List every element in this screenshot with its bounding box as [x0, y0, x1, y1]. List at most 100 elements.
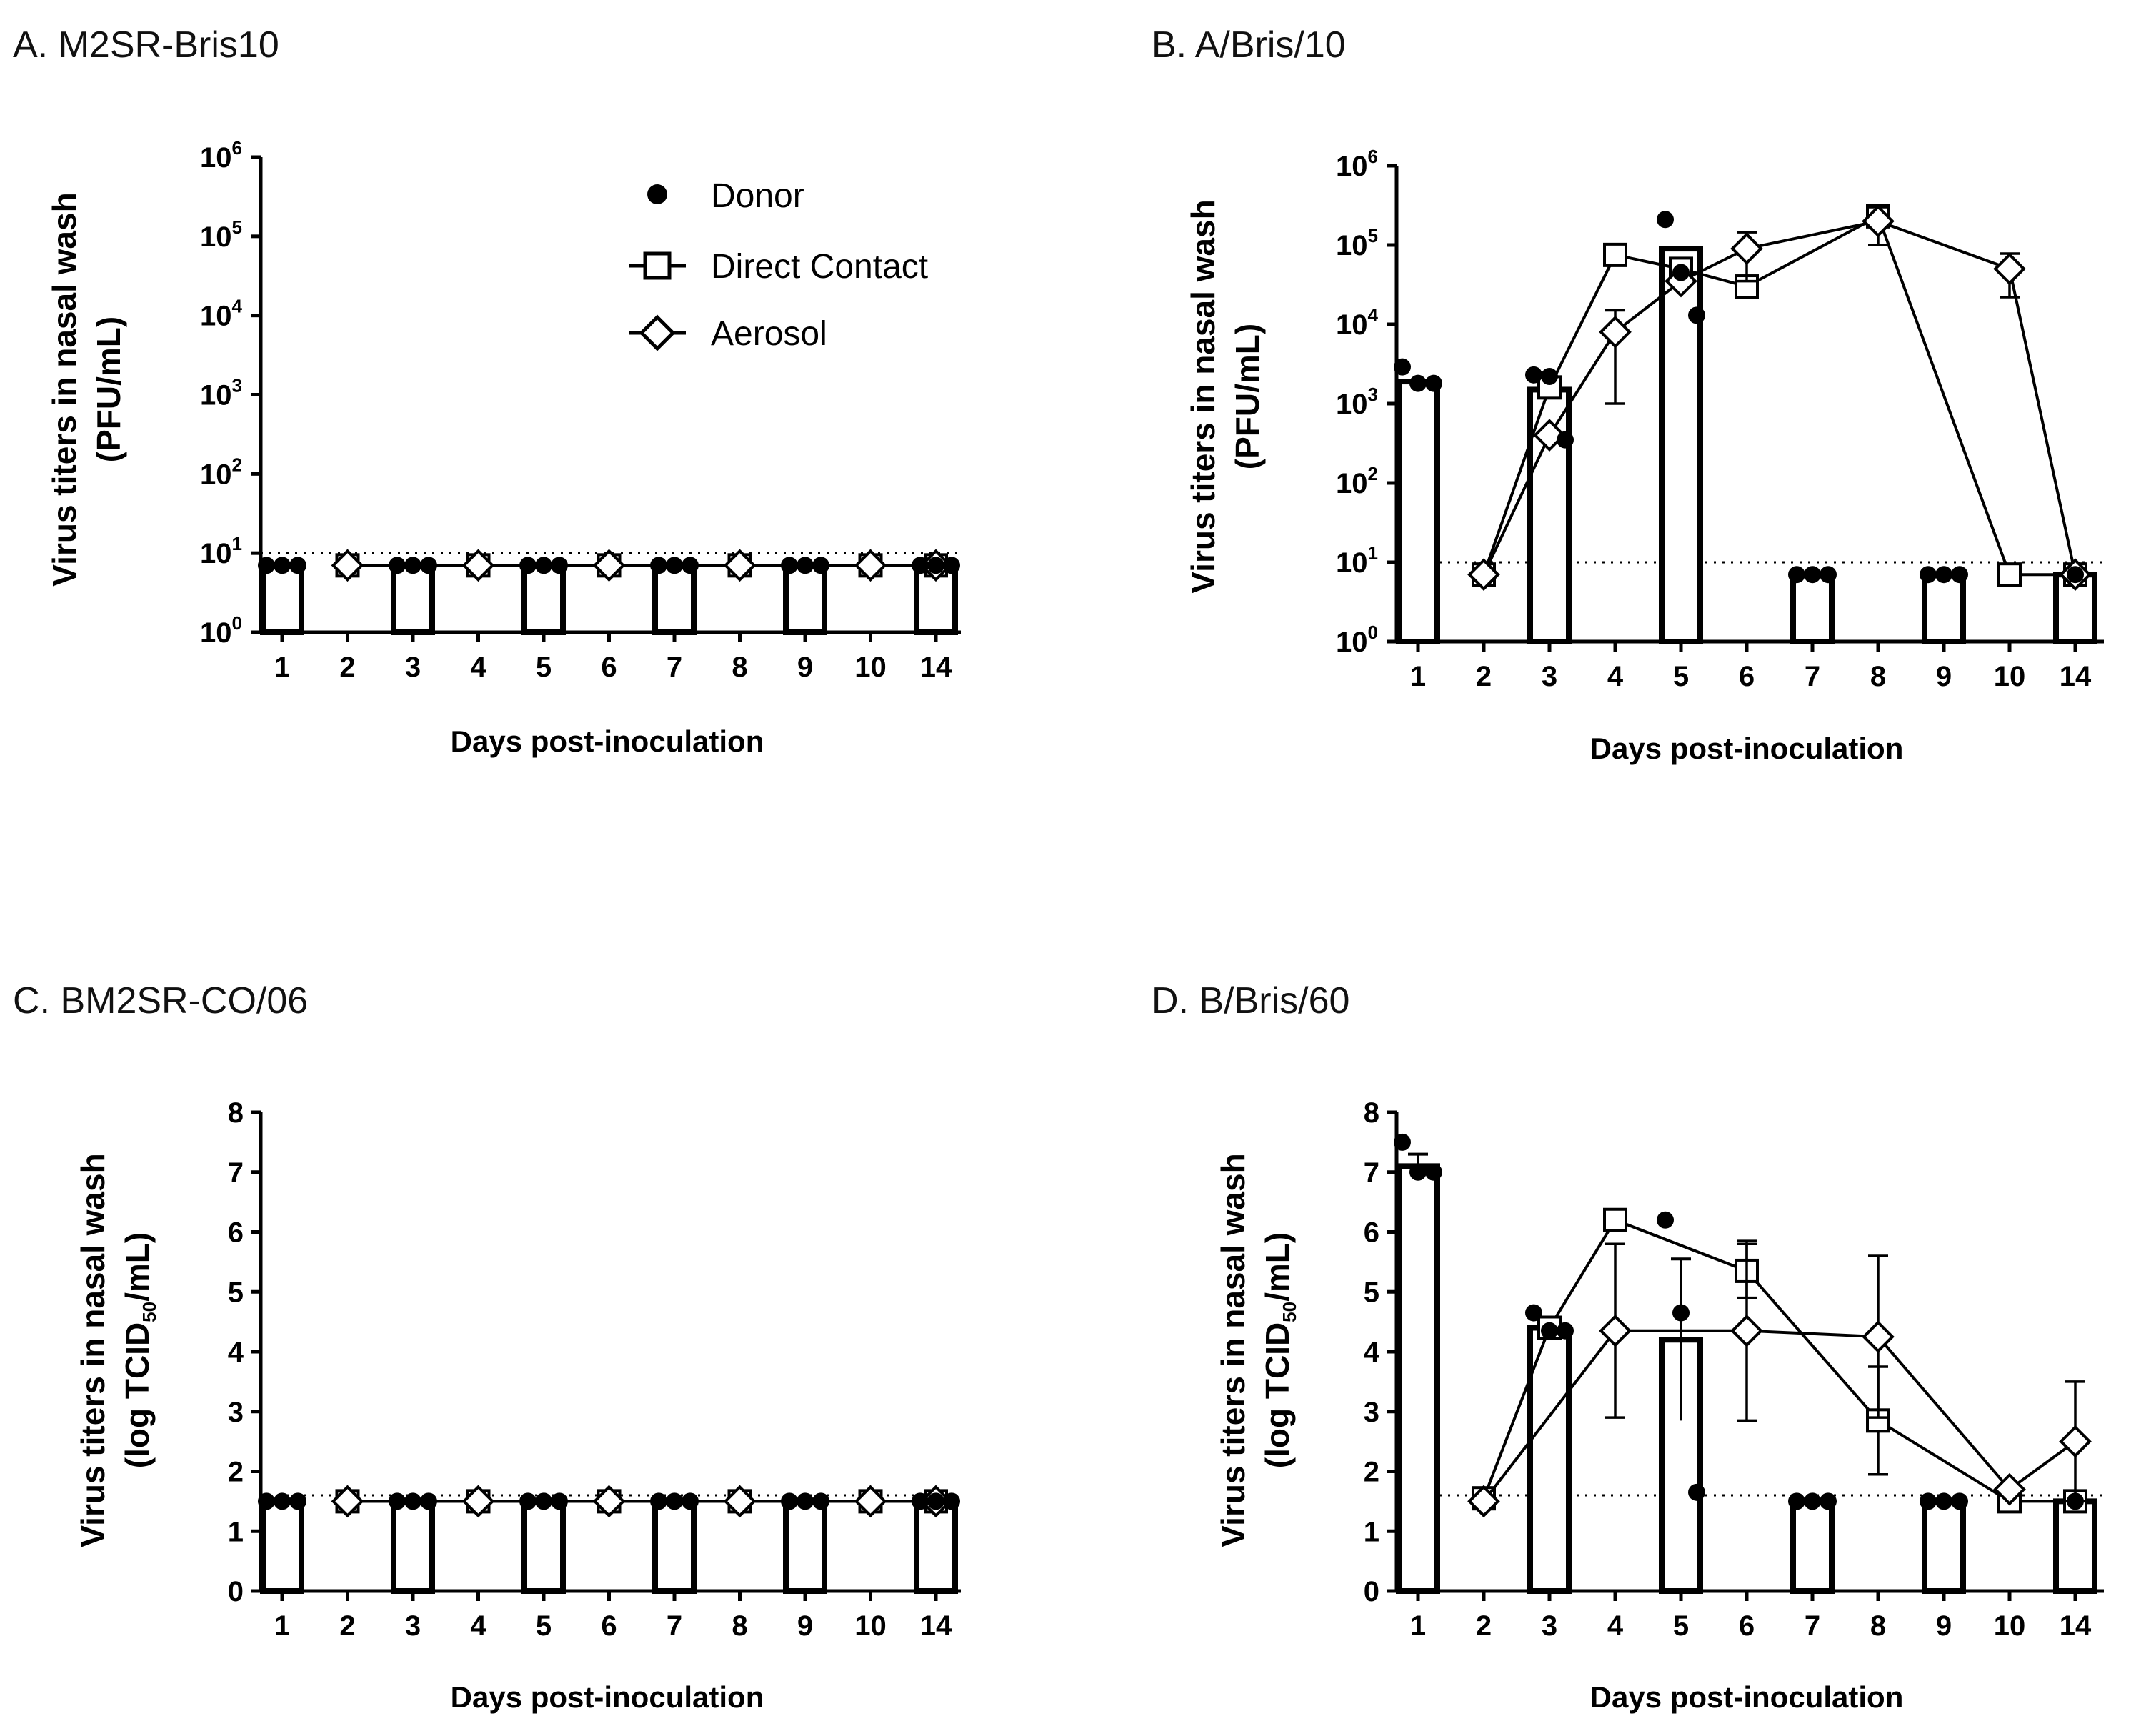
panel-b-y-label-line1: Virus titers in nasal wash — [1184, 199, 1222, 593]
panel-a-aerosol-point — [854, 549, 887, 582]
panel-b-donor-bar — [1922, 572, 1966, 644]
panel-a-donor-point — [535, 557, 552, 574]
panel-a-y-tick-base: 10 — [200, 538, 232, 569]
panel-b-donor-point — [1788, 566, 1805, 584]
panel-c-y-tick-label: 0 — [228, 1576, 244, 1607]
panel-d-x-tick-label: 10 — [1994, 1610, 2026, 1642]
panel-a-donor-point — [551, 557, 568, 574]
panel-a-y-tick-label: 101 — [200, 533, 242, 569]
panel-b-y-label-line2: (PFU/mL) — [1229, 324, 1266, 469]
panel-b-aerosol-point — [1993, 252, 2026, 286]
panel-a-donor-point — [389, 557, 406, 574]
panel-b-y-tick-base: 10 — [1336, 230, 1368, 261]
legend-direct-contact-marker — [643, 251, 672, 280]
panel-c-donor-point — [650, 1492, 667, 1510]
panel-b-y-tick-exponent: 2 — [1368, 463, 1378, 484]
panel-b-direct-contact-point — [1735, 274, 1759, 299]
panel-b-aerosol-point — [1862, 204, 1895, 238]
panel-b-y-tick-exponent: 1 — [1368, 542, 1378, 564]
panel-a-y-tick-exponent: 6 — [232, 137, 242, 159]
panel-c-donor-point — [258, 1492, 275, 1510]
panel-c-donor-point — [781, 1492, 798, 1510]
panel-b-donor-point — [1425, 374, 1442, 392]
panel-b-aerosol-point — [1533, 419, 1566, 452]
panel-a-aerosol-point — [592, 549, 626, 582]
panel-c-donor-point — [943, 1492, 960, 1510]
panel-c-x-label: Days post-inoculation — [451, 1680, 764, 1714]
panel-c-donor-point — [551, 1492, 568, 1510]
panel-d-x-tick-label: 4 — [1607, 1610, 1624, 1642]
panel-b-direct-contact-point — [1603, 242, 1627, 267]
panel-c-donor-point — [274, 1492, 291, 1510]
panel-a-y-tick-label: 106 — [200, 137, 242, 174]
panel-a-x-label: Days post-inoculation — [451, 724, 764, 758]
panel-d-aerosol-point — [1730, 1314, 1763, 1347]
panel-c-x-tick-label: 7 — [667, 1610, 682, 1642]
panel-d-donor-bar — [1790, 1498, 1835, 1594]
panel-d-donor-point — [1657, 1211, 1674, 1229]
panel-b-donor-point — [2067, 566, 2084, 584]
panel-b-x-tick-label: 9 — [1936, 661, 1952, 692]
panel-c-title: C. BM2SR-CO/06 — [13, 980, 308, 1022]
panel-b-donor-bar — [1396, 379, 1440, 644]
panel-a-y-tick-label: 103 — [200, 375, 242, 411]
panel-d-x-tick-label: 3 — [1542, 1610, 1557, 1642]
panel-a-y-tick-exponent: 2 — [232, 454, 242, 475]
panel-a-y-tick-exponent: 3 — [232, 375, 242, 396]
panel-a-x-tick-label: 10 — [854, 652, 887, 683]
panel-a-donor-point — [289, 557, 306, 574]
panel-d-y-label-unit-pre: (log TCID — [1259, 1322, 1296, 1468]
panel-d-donor-point — [1557, 1322, 1574, 1340]
panel-b-donor-bar — [1790, 572, 1835, 644]
legend-aerosol-label: Aerosol — [711, 315, 827, 353]
panel-d-aerosol-point — [1599, 1314, 1632, 1347]
panel-c-aerosol-point — [723, 1485, 757, 1518]
panel-b-aerosol-point — [1730, 232, 1763, 265]
panel-a-y-tick-base: 10 — [200, 142, 232, 174]
panel-c-y-label-unit-post: /mL) — [119, 1232, 156, 1302]
panel-a-y-tick-base: 10 — [200, 459, 232, 490]
panel-b-y-tick-exponent: 0 — [1368, 622, 1378, 643]
panel-a-x-tick-label: 8 — [732, 652, 747, 683]
panel-a-y-tick-exponent: 1 — [232, 533, 242, 554]
panel-c-donor-bar — [391, 1498, 435, 1594]
panel-c-x-tick-label: 14 — [920, 1610, 952, 1642]
panel-d-x-tick-label: 9 — [1936, 1610, 1952, 1642]
panel-c-y-label-line1: Virus titers in nasal wash — [74, 1153, 111, 1547]
panel-a-donor-point — [943, 557, 960, 574]
panel-b-x-tick-label: 14 — [2060, 661, 2092, 692]
panel-a-x-tick-label: 6 — [601, 652, 617, 683]
panel-a-donor-point — [812, 557, 829, 574]
panel-c-y-tick-label: 2 — [228, 1457, 244, 1488]
panel-b-x-tick-label: 5 — [1673, 661, 1689, 692]
panel-d-donor-point — [1688, 1483, 1705, 1501]
panel-c-donor-bar — [260, 1498, 304, 1594]
panel-c-y-label-unit-pre: (log TCID — [119, 1322, 156, 1468]
panel-c-donor-point — [535, 1492, 552, 1510]
panel-b-donor-point — [1525, 366, 1542, 384]
panel-c-aerosol-point — [331, 1485, 364, 1518]
panel-a-y-tick-label: 105 — [200, 216, 242, 253]
panel-d-donor-point — [1804, 1492, 1821, 1510]
panel-a-y-tick-label: 102 — [200, 454, 242, 490]
panel-d-y-tick-label: 4 — [1364, 1337, 1380, 1368]
panel-b-donor-point — [1541, 367, 1558, 385]
panel-a-aerosol-point — [461, 549, 495, 582]
panel-d-y-label-unit-sub: 50 — [1279, 1302, 1300, 1322]
panel-b-aerosol-point — [1467, 558, 1500, 592]
panel-c-y-label-unit-sub: 50 — [139, 1302, 160, 1322]
panel-b-x-tick-label: 1 — [1410, 661, 1426, 692]
panel-a-aerosol-point — [723, 549, 757, 582]
panel-a-y-label-line1: Virus titers in nasal wash — [46, 192, 83, 586]
panel-d-x-tick-label: 8 — [1870, 1610, 1886, 1642]
panel-d-donor-point — [1672, 1304, 1690, 1322]
panel-c-donor-point — [797, 1492, 814, 1510]
panel-c-donor-point — [519, 1492, 537, 1510]
panel-b-donor-point — [1820, 566, 1837, 584]
panel-b-y-tick-base: 10 — [1336, 468, 1368, 499]
panel-a: A. M2SR-Bris10 Virus titers in nasal was… — [13, 24, 961, 758]
panel-a-donor-point — [404, 557, 421, 574]
panel-c-donor-bar — [652, 1498, 697, 1594]
panel-b: B. A/Bris/10 Virus titers in nasal wash … — [1152, 24, 2104, 765]
